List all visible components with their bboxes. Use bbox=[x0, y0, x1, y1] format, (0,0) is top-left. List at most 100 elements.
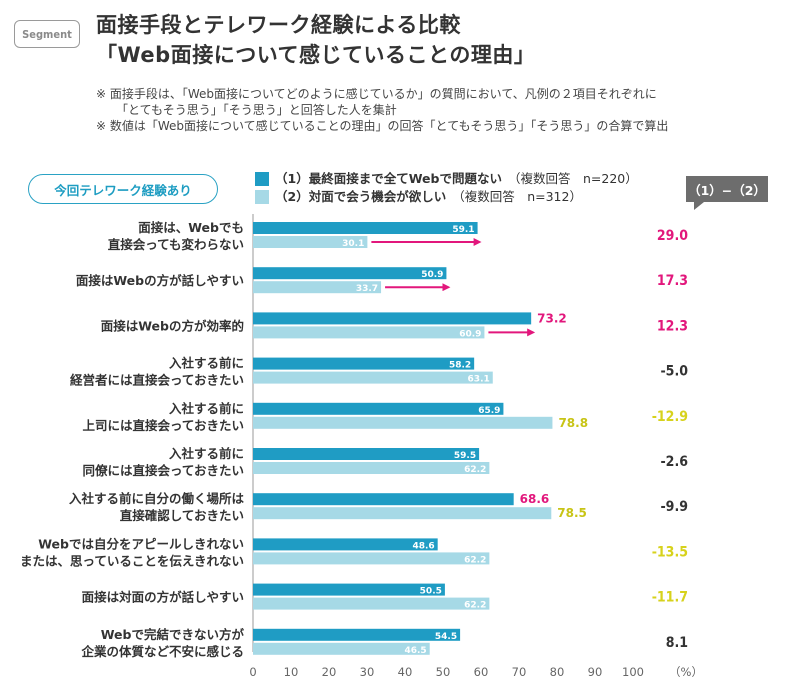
bar-series-1 bbox=[253, 583, 445, 596]
category-label: 面接は、Webでも bbox=[138, 220, 244, 235]
difference-value: -2.6 bbox=[660, 454, 688, 470]
value-label-series-1: 50.9 bbox=[421, 270, 443, 280]
category-label: Webでは自分をアピールしきれない bbox=[38, 536, 244, 551]
page-title: 面接手段とテレワーク経験による比較 「Web面接について感じていることの理由」 bbox=[96, 10, 535, 70]
x-tick-label: 30 bbox=[360, 665, 375, 679]
category-label: または、思っていることを伝えきれない bbox=[20, 553, 244, 568]
legend-item-1: （1）最終面接まで全てWebで問題ない （複数回答 n=220） bbox=[255, 170, 638, 188]
category-label: 直接会っても変わらない bbox=[108, 237, 244, 252]
x-tick-label: 70 bbox=[512, 665, 527, 679]
category-label: 入社する前に bbox=[169, 401, 244, 416]
bar-series-1 bbox=[253, 448, 480, 460]
bar-series-2 bbox=[253, 462, 490, 474]
x-tick-label: 10 bbox=[284, 665, 299, 679]
bar-series-1 bbox=[253, 628, 461, 641]
x-tick-label: 90 bbox=[588, 665, 603, 679]
segment-logo: Segment bbox=[14, 20, 80, 48]
value-label-series-2: 46.5 bbox=[404, 646, 426, 656]
bar-series-2 bbox=[253, 281, 382, 294]
difference-header-tail bbox=[694, 202, 704, 210]
bar-series-2 bbox=[253, 642, 430, 655]
category-label: 企業の体質など不安に感じる bbox=[80, 644, 244, 659]
note-line: ※ 面接手段は、「Web面接についてどのように感じているか」の質問において、凡例… bbox=[96, 87, 657, 101]
title-line-1: 面接手段とテレワーク経験による比較 bbox=[96, 13, 461, 37]
bar-series-1 bbox=[253, 312, 532, 325]
difference-value: -12.9 bbox=[652, 409, 688, 425]
legend: （1）最終面接まで全てWebで問題ない （複数回答 n=220） （2）対面で会… bbox=[255, 170, 638, 206]
value-label-series-2: 60.9 bbox=[459, 329, 481, 339]
category-label: Webで完結できない方が bbox=[101, 627, 245, 642]
bar-series-1 bbox=[253, 222, 478, 234]
difference-value: 29.0 bbox=[657, 228, 688, 244]
x-unit-label: （%） bbox=[669, 665, 703, 679]
bar-series-1 bbox=[253, 402, 504, 415]
value-label-series-1: 73.2 bbox=[537, 311, 567, 325]
value-label-series-1: 59.5 bbox=[454, 451, 476, 461]
notes: ※ 面接手段は、「Web面接についてどのように感じているか」の質問において、凡例… bbox=[96, 86, 668, 134]
category-label: 経営者には直接会っておきたい bbox=[70, 373, 244, 388]
bar-series-1 bbox=[253, 357, 475, 370]
difference-value: -13.5 bbox=[652, 544, 688, 560]
legend-note-1: （複数回答 n=220） bbox=[507, 171, 638, 186]
bar-series-2 bbox=[253, 416, 553, 429]
x-tick-label: 20 bbox=[322, 665, 337, 679]
legend-label-2: （2）対面で会う機会が欲しい bbox=[275, 189, 447, 204]
bar-series-2 bbox=[253, 236, 368, 248]
value-label-series-1: 54.5 bbox=[435, 632, 457, 642]
note-line: 「とてもそう思う」「そう思う」と回答した人を集計 bbox=[116, 103, 397, 117]
legend-note-2: （複数回答 n=312） bbox=[452, 189, 582, 204]
value-label-series-1: 58.2 bbox=[449, 361, 471, 371]
difference-value: 12.3 bbox=[657, 318, 688, 334]
category-label: 上司には直接会っておきたい bbox=[82, 418, 244, 433]
difference-value: 17.3 bbox=[657, 273, 688, 289]
x-tick-label: 0 bbox=[249, 665, 256, 679]
x-tick-label: 100 bbox=[622, 665, 644, 679]
bar-series-1 bbox=[253, 267, 447, 280]
category-label: 入社する前に bbox=[169, 446, 244, 461]
difference-value: -9.9 bbox=[660, 499, 688, 515]
category-label: 同僚には直接会っておきたい bbox=[82, 463, 244, 478]
value-label-series-2: 78.5 bbox=[557, 506, 587, 520]
bar-series-1 bbox=[253, 538, 438, 551]
telework-badge: 今回テレワーク経験あり bbox=[28, 174, 218, 204]
value-label-series-2: 78.8 bbox=[558, 416, 588, 430]
category-label: 面接はWebの方が効率的 bbox=[101, 318, 244, 333]
bar-series-2 bbox=[253, 326, 485, 339]
bar-series-2 bbox=[253, 597, 490, 610]
value-label-series-2: 62.2 bbox=[464, 555, 486, 565]
x-tick-label: 50 bbox=[436, 665, 451, 679]
x-tick-label: 40 bbox=[398, 665, 413, 679]
category-label: 入社する前に bbox=[169, 356, 244, 371]
bar-series-2 bbox=[253, 552, 490, 565]
bar-series-1 bbox=[253, 493, 514, 506]
bar-series-2 bbox=[253, 371, 493, 384]
x-tick-label: 60 bbox=[474, 665, 489, 679]
value-label-series-2: 62.2 bbox=[464, 465, 486, 475]
legend-swatch-1 bbox=[255, 172, 269, 186]
bar-series-2 bbox=[253, 507, 552, 520]
category-label: 面接はWebの方が話しやすい bbox=[76, 273, 244, 288]
x-tick-label: 80 bbox=[550, 665, 565, 679]
category-label: 入社する前に自分の働く場所は bbox=[69, 491, 245, 506]
value-label-series-1: 65.9 bbox=[478, 406, 500, 416]
value-label-series-2: 63.1 bbox=[468, 375, 490, 385]
title-line-2: 「Web面接について感じていることの理由」 bbox=[96, 43, 536, 67]
category-label: 面接は対面の方が話しやすい bbox=[82, 590, 244, 605]
value-label-series-1: 59.1 bbox=[452, 225, 474, 235]
value-label-series-2: 33.7 bbox=[356, 284, 378, 294]
difference-value: -11.7 bbox=[652, 590, 688, 606]
value-label-series-1: 68.6 bbox=[520, 492, 550, 506]
value-label-series-2: 30.1 bbox=[342, 239, 364, 249]
value-label-series-2: 62.2 bbox=[464, 601, 486, 611]
value-label-series-1: 50.5 bbox=[420, 587, 442, 597]
note-line: ※ 数値は「Web面接について感じていることの理由」の回答「とてもそう思う」「そ… bbox=[96, 119, 669, 133]
difference-value: 8.1 bbox=[666, 635, 688, 651]
difference-header: （1）−（2） bbox=[686, 176, 768, 202]
legend-swatch-2 bbox=[255, 190, 269, 204]
difference-value: -5.0 bbox=[660, 364, 688, 380]
legend-label-1: （1）最終面接まで全てWebで問題ない bbox=[275, 171, 502, 186]
category-label: 直接確認しておきたい bbox=[120, 508, 244, 523]
value-label-series-1: 48.6 bbox=[412, 541, 434, 551]
legend-item-2: （2）対面で会う機会が欲しい （複数回答 n=312） bbox=[255, 188, 638, 206]
